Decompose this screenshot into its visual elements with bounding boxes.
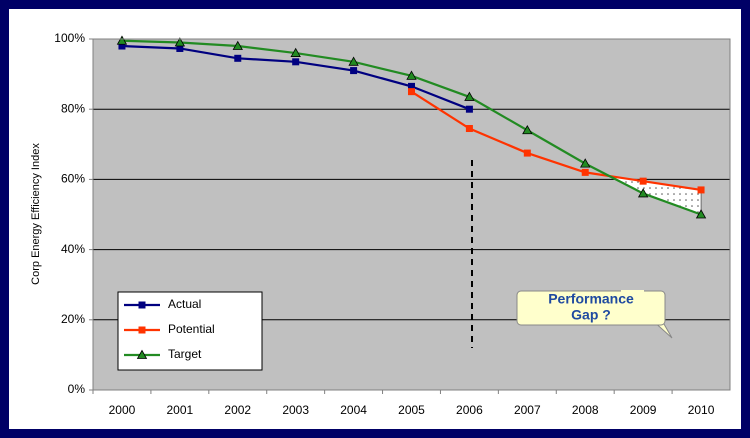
y-tick-label: 60% xyxy=(61,172,85,186)
plot-border xyxy=(92,38,731,391)
x-tick-label: 2006 xyxy=(456,403,483,417)
marker xyxy=(232,40,243,50)
series-line xyxy=(410,90,702,192)
marker xyxy=(136,349,148,359)
marker xyxy=(465,105,473,113)
annotation-line: Gap ? xyxy=(571,307,611,323)
y-tick-label: 100% xyxy=(54,31,85,45)
marker xyxy=(116,35,128,45)
marker xyxy=(138,301,146,309)
marker xyxy=(464,91,475,101)
legend-label: Potential xyxy=(168,322,215,336)
y-tick-label: 80% xyxy=(61,101,85,115)
x-tick-label: 2001 xyxy=(167,403,194,417)
marker xyxy=(523,149,531,157)
marker xyxy=(408,82,415,90)
marker xyxy=(580,158,591,168)
y-tick-label: 0% xyxy=(68,382,86,396)
x-tick-label: 2000 xyxy=(109,403,136,417)
marker xyxy=(522,124,533,135)
marker xyxy=(118,42,126,50)
marker xyxy=(465,125,473,133)
y-axis-label: Corp Energy Efficiency Index xyxy=(30,143,42,285)
marker xyxy=(174,37,186,47)
marker xyxy=(292,58,300,66)
marker xyxy=(348,56,359,66)
legend-label: Actual xyxy=(168,297,201,311)
marker xyxy=(581,168,589,176)
callout: Performance Gap ? xyxy=(516,290,673,339)
x-tick-label: 2007 xyxy=(514,403,541,417)
x-tick-label: 2009 xyxy=(630,403,657,417)
y-tick-label: 40% xyxy=(61,242,85,256)
x-tick-label: 2004 xyxy=(340,403,367,417)
marker xyxy=(695,209,707,219)
marker xyxy=(408,88,415,96)
x-tick-label: 2002 xyxy=(224,403,251,417)
x-tick-label: 2010 xyxy=(688,403,715,417)
marker xyxy=(406,70,417,80)
y-tick-label: 20% xyxy=(61,312,85,326)
marker xyxy=(350,67,358,75)
marker xyxy=(637,188,649,198)
marker xyxy=(639,177,647,185)
marker xyxy=(234,54,242,62)
marker xyxy=(138,326,146,334)
marker xyxy=(176,44,184,52)
callout-box xyxy=(516,290,666,326)
legend-label: Target xyxy=(168,347,202,361)
annotation-line: Performance xyxy=(548,291,634,307)
marker xyxy=(697,186,705,194)
marker xyxy=(290,47,301,57)
x-tick-label: 2008 xyxy=(572,403,599,417)
x-tick-label: 2005 xyxy=(398,403,425,417)
x-tick-label: 2003 xyxy=(282,403,309,417)
